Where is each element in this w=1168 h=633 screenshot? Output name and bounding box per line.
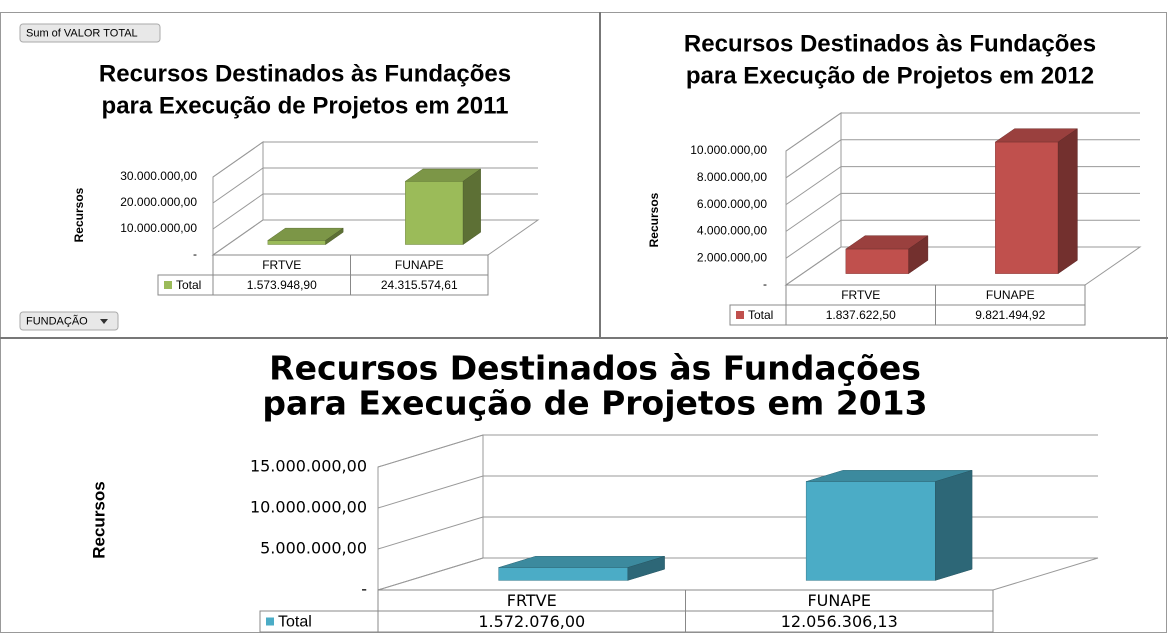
y-tick-label: 10.000.000,00 — [250, 498, 367, 517]
data-label: 1.837.622,50 — [826, 308, 896, 322]
y-tick-label: - — [193, 247, 197, 261]
chart-title: para Execução de Projetos em 2011 — [102, 92, 509, 119]
y-tick-label: 15.000.000,00 — [250, 457, 367, 476]
floor — [377, 557, 1099, 591]
bar — [267, 227, 344, 245]
legend-label: Total — [748, 308, 773, 322]
chart-title: Recursos Destinados às Fundações — [269, 349, 921, 388]
y-tick-label: 10.000.000,00 — [690, 143, 767, 157]
y-tick-label: - — [763, 277, 767, 291]
y-tick-label: 2.000.000,00 — [697, 250, 767, 264]
y-axis-label: Recursos — [89, 481, 108, 558]
floor — [784, 246, 1142, 286]
y-tick-label: - — [361, 580, 367, 599]
bar — [845, 235, 929, 275]
bar-side — [1057, 128, 1078, 275]
legend-label: Total — [278, 614, 312, 631]
value-field-label: Sum of VALOR TOTAL — [26, 27, 138, 39]
y-axis-label: Recursos — [72, 187, 86, 242]
bar — [805, 470, 973, 581]
x-tick-label: FRTVE — [841, 288, 880, 302]
grid-line — [377, 434, 1098, 468]
axis-field-button[interactable] — [19, 311, 119, 331]
chart-title: para Execução de Projetos em 2012 — [686, 62, 1094, 89]
bar-front — [267, 240, 326, 245]
bar-front — [498, 567, 629, 581]
bar-front — [845, 248, 909, 274]
x-tick-label: FUNAPE — [395, 258, 444, 272]
data-label: 1.572.076,00 — [478, 612, 585, 631]
bar-side — [908, 235, 929, 275]
bar — [498, 555, 665, 581]
bar-side — [935, 470, 973, 581]
y-tick-label: 30.000.000,00 — [120, 169, 197, 183]
y-tick-label: 5.000.000,00 — [260, 539, 367, 558]
legend-key — [266, 617, 274, 626]
table-cell — [685, 610, 994, 633]
x-tick-label: FRTVE — [262, 258, 301, 272]
dropdown-arrow — [100, 319, 108, 324]
bar — [994, 128, 1079, 275]
bar-side — [462, 168, 481, 245]
chart-title: Recursos Destinados às Fundações — [684, 30, 1096, 57]
bar — [404, 168, 482, 245]
x-tick-label: FUNAPE — [986, 288, 1035, 302]
grid-line — [212, 141, 538, 178]
bar-front — [405, 181, 464, 245]
data-label: 9.821.494,92 — [975, 308, 1045, 322]
bar-side — [325, 227, 344, 245]
data-label: 1.573.948,90 — [247, 278, 317, 292]
chart-title: para Execução de Projetos em 2013 — [262, 384, 927, 423]
x-tick-label: FRTVE — [507, 591, 557, 610]
legend-key — [736, 311, 744, 319]
y-tick-label: 10.000.000,00 — [120, 221, 197, 235]
grid-line — [785, 112, 1140, 152]
data-label: 12.056.306,13 — [781, 612, 898, 631]
floor — [211, 219, 540, 256]
y-tick-label: 8.000.000,00 — [697, 170, 767, 184]
bar-side — [627, 555, 665, 581]
chart-title: Recursos Destinados às Fundações — [99, 60, 511, 87]
y-tick-label: 20.000.000,00 — [120, 195, 197, 209]
data-label: 24.315.574,61 — [381, 278, 458, 292]
value-field-button[interactable] — [19, 23, 161, 43]
y-axis-label: Recursos — [647, 192, 661, 247]
bar-front — [995, 141, 1059, 274]
y-tick-label: 6.000.000,00 — [697, 197, 767, 211]
legend-key — [164, 281, 172, 289]
table-cell — [935, 304, 1086, 326]
x-tick-label: FUNAPE — [807, 591, 871, 610]
grid-line — [212, 167, 538, 204]
table-cell — [350, 274, 489, 296]
y-tick-label: 4.000.000,00 — [697, 224, 767, 238]
legend-label: Total — [176, 278, 201, 292]
axis-field-label: FUNDAÇÃO — [26, 314, 88, 327]
bar-front — [805, 481, 936, 581]
